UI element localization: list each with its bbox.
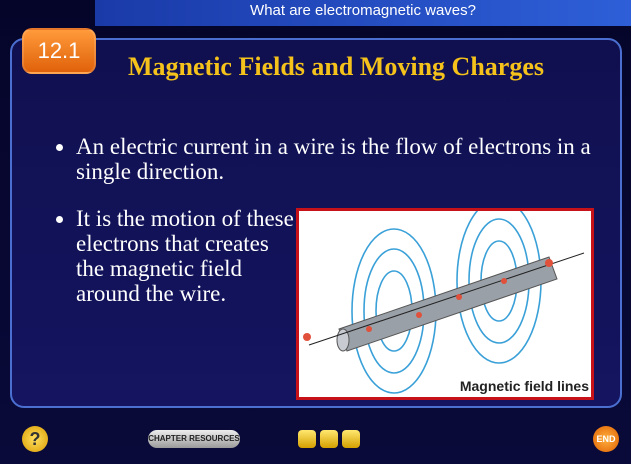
end-button[interactable]: END <box>593 426 619 452</box>
header-title: What are electromagnetic waves? <box>95 0 631 26</box>
slide-title: Magnetic Fields and Moving Charges <box>128 52 598 82</box>
footer: ? CHAPTER RESOURCES END <box>0 412 631 464</box>
bullet-list: An electric current in a wire is the flo… <box>52 134 606 200</box>
section-badge: 12.1 <box>22 28 96 74</box>
home-button[interactable] <box>320 430 338 448</box>
slide: What are electromagnetic waves? 12.1 Mag… <box>0 0 631 464</box>
bullet: An electric current in a wire is the flo… <box>76 134 606 184</box>
bullet-list: It is the motion of these electrons that… <box>52 206 296 322</box>
help-button[interactable]: ? <box>22 426 48 452</box>
next-button[interactable] <box>342 430 360 448</box>
prev-button[interactable] <box>298 430 316 448</box>
wire-diagram <box>299 211 591 397</box>
bullet: It is the motion of these electrons that… <box>76 206 296 306</box>
figure-caption: Magnetic field lines <box>460 378 589 394</box>
chapter-resources-button[interactable]: CHAPTER RESOURCES <box>148 430 240 448</box>
figure: Magnetic field lines <box>296 208 594 400</box>
